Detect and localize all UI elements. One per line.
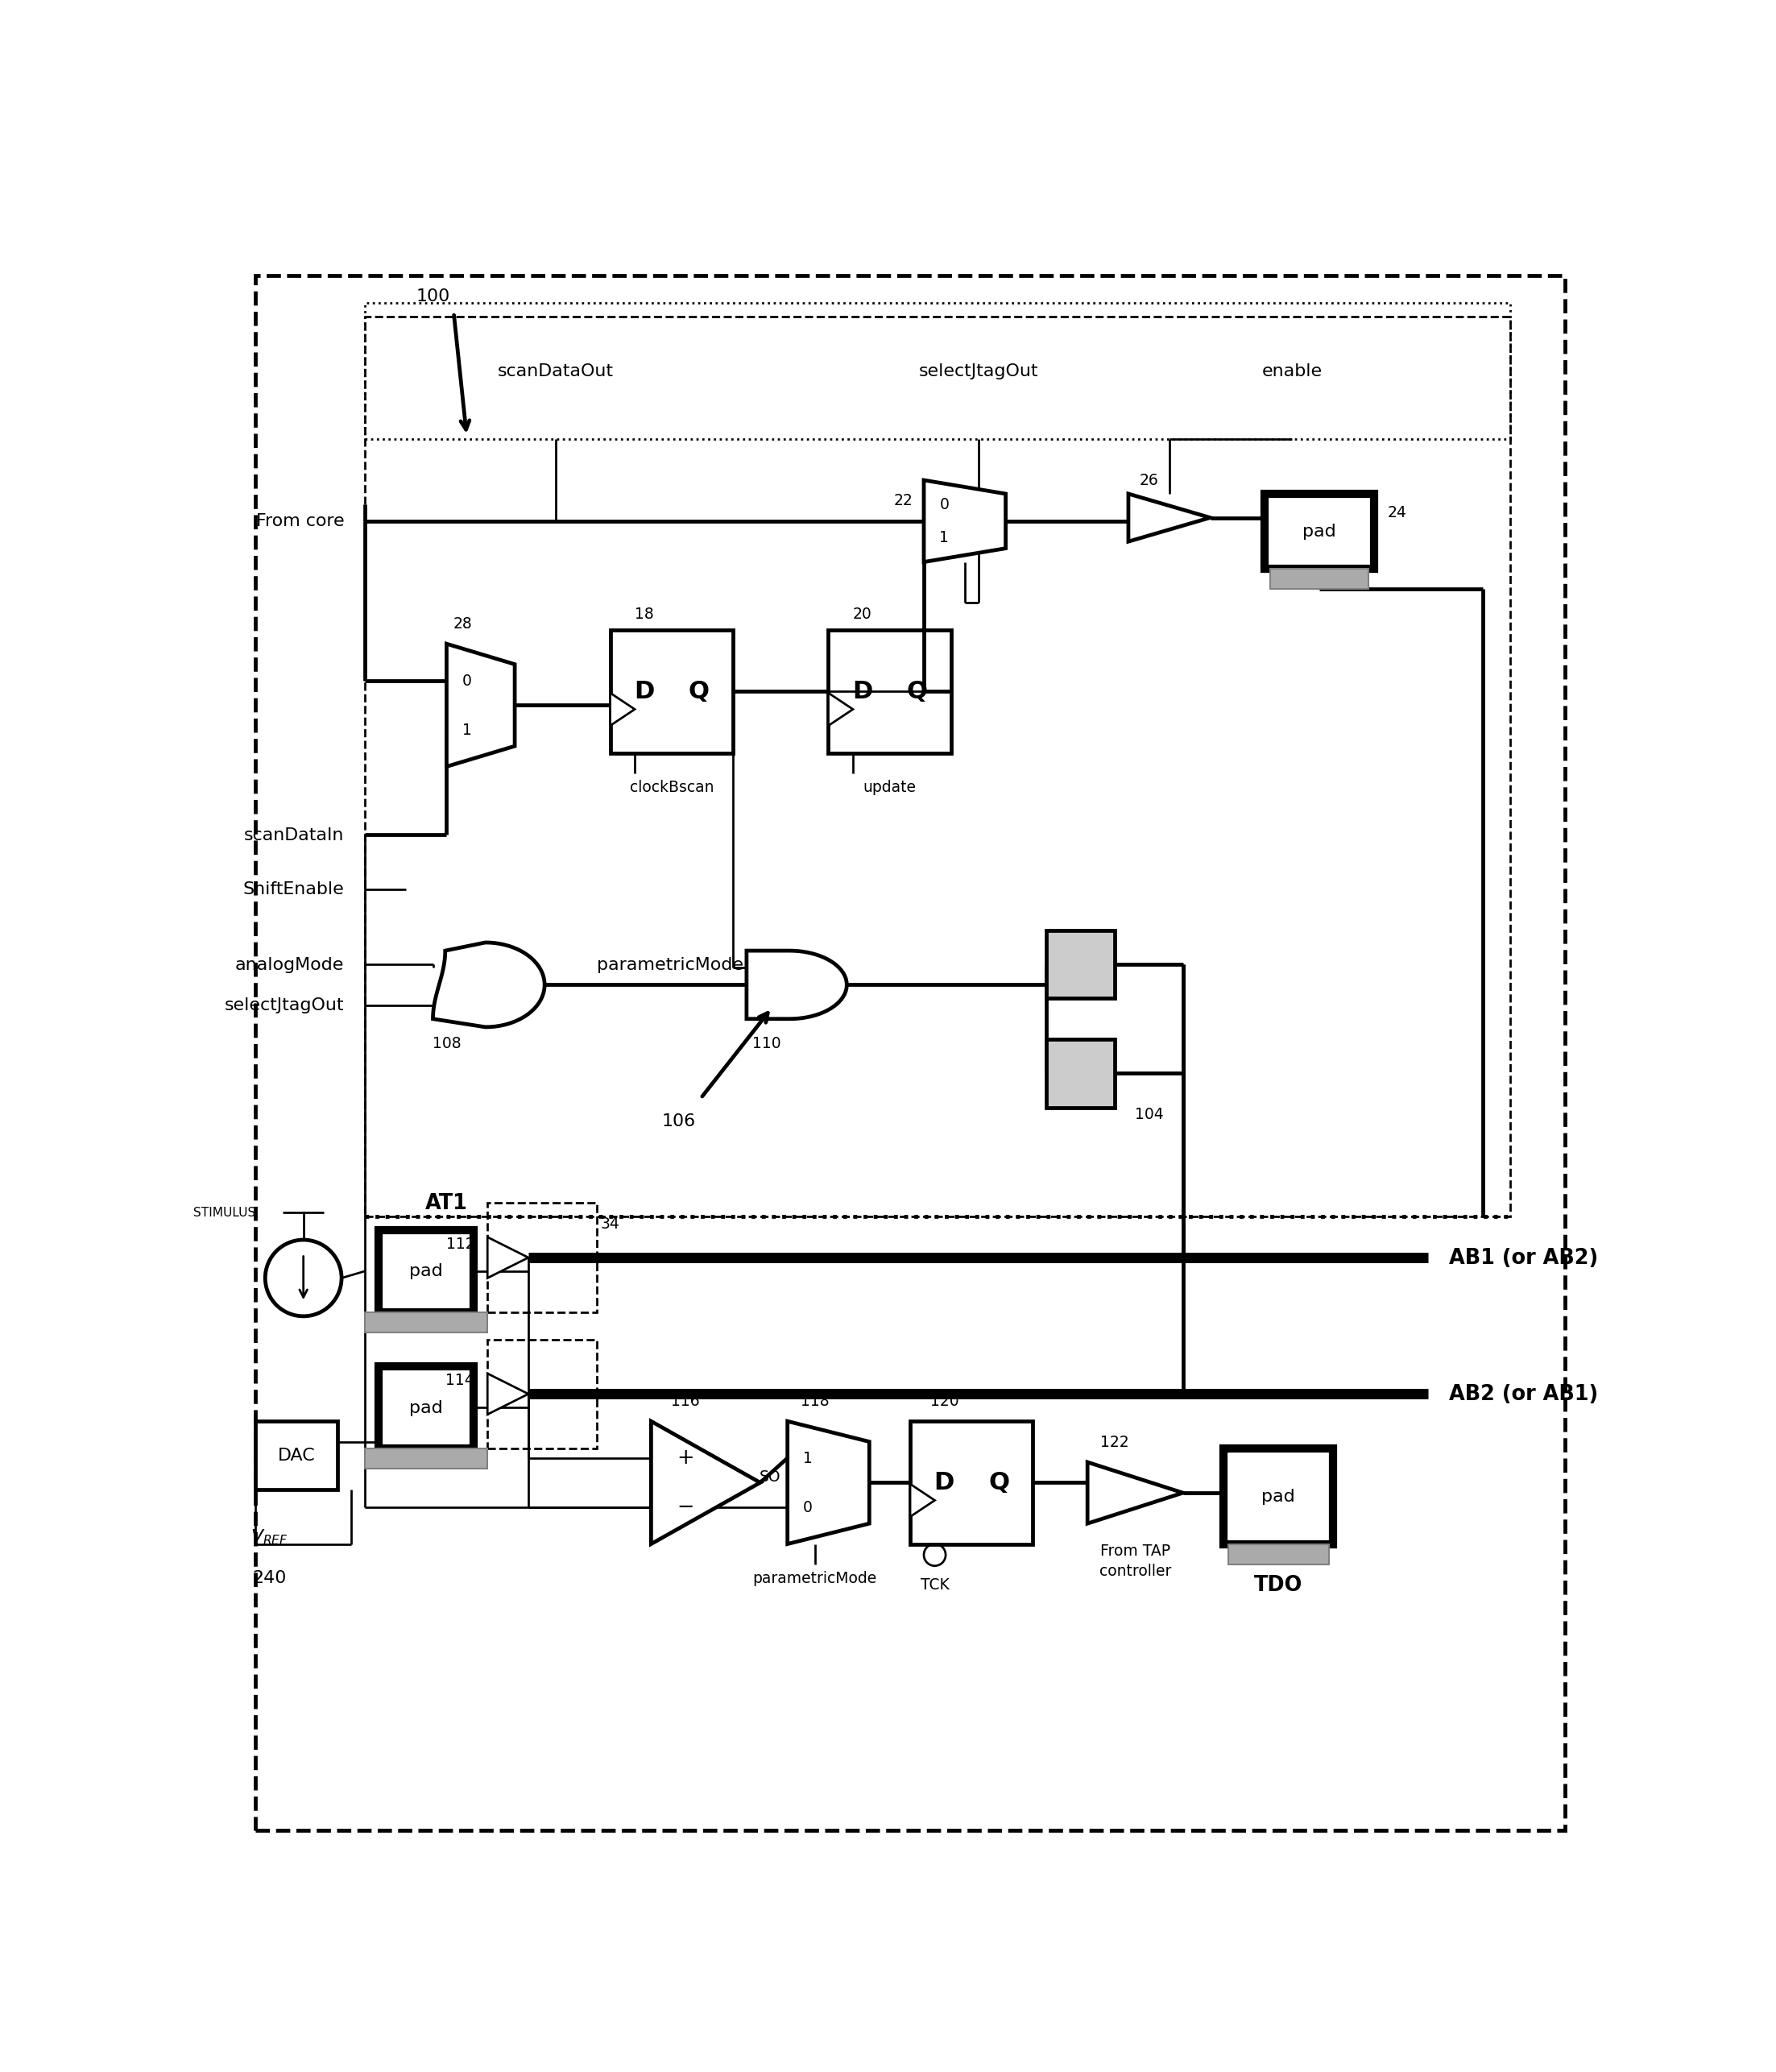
Text: 18: 18 xyxy=(634,607,654,622)
Text: ShiftEnable: ShiftEnable xyxy=(243,881,345,897)
Text: 108: 108 xyxy=(432,1036,462,1051)
Text: −: − xyxy=(677,1496,694,1517)
Text: D: D xyxy=(852,680,872,704)
Text: AT1: AT1 xyxy=(424,1193,467,1214)
Bar xyxy=(378,1231,474,1312)
Text: 20: 20 xyxy=(852,607,872,622)
Text: SO: SO xyxy=(760,1469,781,1484)
Polygon shape xyxy=(1087,1463,1183,1523)
Text: 110: 110 xyxy=(753,1036,781,1051)
Text: D: D xyxy=(934,1471,954,1494)
Text: clockBscan: clockBscan xyxy=(629,779,714,796)
Text: TDO: TDO xyxy=(1254,1575,1302,1595)
Bar xyxy=(1227,1544,1328,1564)
Text: 26: 26 xyxy=(1138,472,1158,489)
Text: selectJtagOut: selectJtagOut xyxy=(918,363,1039,379)
Text: 0: 0 xyxy=(940,497,948,512)
Bar xyxy=(378,1368,474,1448)
Text: 120: 120 xyxy=(931,1392,959,1409)
Bar xyxy=(1265,493,1375,570)
Text: AB1 (or AB2): AB1 (or AB2) xyxy=(1449,1247,1598,1268)
Text: 100: 100 xyxy=(416,288,449,305)
Text: STIMULUS: STIMULUS xyxy=(194,1206,256,1218)
Text: 118: 118 xyxy=(801,1392,829,1409)
Text: update: update xyxy=(863,779,916,796)
Polygon shape xyxy=(487,1237,529,1278)
Bar xyxy=(364,1448,487,1469)
Text: From core: From core xyxy=(256,514,345,530)
Polygon shape xyxy=(1128,493,1209,541)
Polygon shape xyxy=(746,951,847,1019)
Text: From TAP: From TAP xyxy=(1099,1544,1170,1558)
Text: parametricMode: parametricMode xyxy=(753,1571,877,1585)
Text: enable: enable xyxy=(1261,363,1323,379)
Bar xyxy=(1224,1448,1334,1544)
Bar xyxy=(1270,570,1368,591)
Bar xyxy=(487,1339,597,1448)
Polygon shape xyxy=(433,943,545,1028)
Text: AB2 (or AB1): AB2 (or AB1) xyxy=(1449,1384,1598,1405)
Text: D: D xyxy=(634,680,655,704)
Text: pad: pad xyxy=(1302,524,1336,539)
Text: pad: pad xyxy=(408,1264,442,1278)
Text: 104: 104 xyxy=(1135,1106,1163,1123)
Polygon shape xyxy=(924,481,1005,562)
Text: 1: 1 xyxy=(940,530,948,545)
Bar xyxy=(1046,930,1115,999)
Text: parametricMode: parametricMode xyxy=(597,957,742,972)
Text: selectJtagOut: selectJtagOut xyxy=(226,997,345,1013)
Text: 34: 34 xyxy=(600,1216,620,1231)
Text: 1: 1 xyxy=(462,723,472,738)
Text: 114: 114 xyxy=(446,1374,474,1388)
Text: Q: Q xyxy=(689,680,709,704)
Text: 240: 240 xyxy=(252,1571,286,1587)
Text: pad: pad xyxy=(1261,1488,1295,1504)
Text: scanDataIn: scanDataIn xyxy=(243,827,345,843)
Bar xyxy=(611,630,733,754)
Text: $V_{REF}$: $V_{REF}$ xyxy=(250,1527,288,1548)
Text: controller: controller xyxy=(1099,1564,1170,1579)
Text: Q: Q xyxy=(989,1471,1009,1494)
Bar xyxy=(364,1312,487,1332)
Text: scanDataOut: scanDataOut xyxy=(497,363,614,379)
Bar xyxy=(828,630,952,754)
Text: 22: 22 xyxy=(893,493,913,508)
Text: DAC: DAC xyxy=(277,1448,316,1463)
Text: pad: pad xyxy=(408,1401,442,1415)
Text: 0: 0 xyxy=(462,673,472,688)
Polygon shape xyxy=(487,1374,529,1415)
Text: AT2: AT2 xyxy=(424,1405,467,1426)
Polygon shape xyxy=(652,1421,760,1544)
Polygon shape xyxy=(446,644,515,767)
Text: 1: 1 xyxy=(803,1450,813,1465)
Bar xyxy=(364,303,1510,439)
Text: TCK: TCK xyxy=(920,1577,948,1593)
Text: 24: 24 xyxy=(1387,506,1407,520)
Bar xyxy=(256,1421,337,1490)
Text: 122: 122 xyxy=(1101,1434,1130,1450)
Bar xyxy=(1046,1040,1115,1109)
Bar xyxy=(911,1421,1034,1544)
Text: 106: 106 xyxy=(661,1113,696,1129)
Text: analogMode: analogMode xyxy=(234,957,345,972)
Text: Q: Q xyxy=(906,680,927,704)
Polygon shape xyxy=(828,694,852,725)
Text: 112: 112 xyxy=(446,1237,474,1251)
Text: 28: 28 xyxy=(453,615,472,632)
Bar xyxy=(364,317,1510,1216)
Text: 0: 0 xyxy=(803,1500,813,1515)
Polygon shape xyxy=(911,1484,934,1517)
Text: +: + xyxy=(677,1448,694,1469)
Polygon shape xyxy=(787,1421,868,1544)
Text: 102: 102 xyxy=(1053,951,1082,966)
Bar xyxy=(487,1204,597,1312)
Polygon shape xyxy=(611,694,634,725)
Text: 116: 116 xyxy=(671,1392,700,1409)
